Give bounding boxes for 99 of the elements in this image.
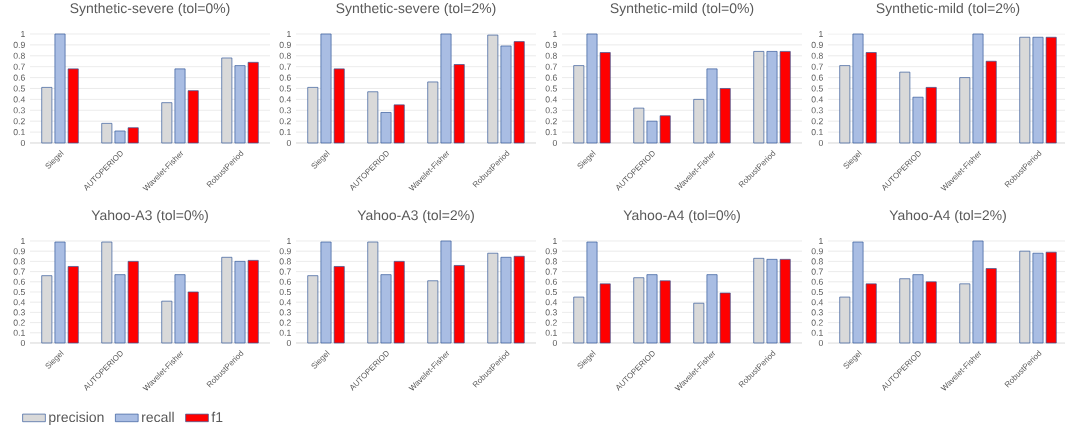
y-tick-label: 0.9 <box>279 41 291 48</box>
y-tick-label: 0.7 <box>811 268 823 275</box>
chart-title: Synthetic-mild (tol=2%) <box>876 2 1020 16</box>
y-tick-label: 0.7 <box>545 268 557 275</box>
y-tick-label: 0 <box>552 139 557 147</box>
chart-title: Yahoo-A4 (tol=0%) <box>623 209 740 223</box>
y-tick-label: 0.5 <box>811 288 823 296</box>
y-tick-label: 0.9 <box>811 41 823 48</box>
y-tick-label: 0 <box>20 139 25 147</box>
y-tick-label: 1 <box>553 31 557 37</box>
y-tick-label: 0.6 <box>811 74 823 81</box>
y-tick-label: 0.7 <box>279 268 291 275</box>
y-tick-label: 0.6 <box>279 74 291 81</box>
y-tick-label: 0.8 <box>279 258 291 265</box>
chart-title: Yahoo-A4 (tol=2%) <box>889 209 1006 223</box>
y-tick-label: 0.3 <box>811 107 823 114</box>
y-tick-label: 0.8 <box>545 258 557 265</box>
y-tick-label: 0 <box>286 339 291 347</box>
y-tick-label: 0.4 <box>811 299 824 306</box>
chart-title: Yahoo-A3 (tol=0%) <box>91 209 208 223</box>
y-tick-label: 0.8 <box>13 258 25 265</box>
y-tick-label: 0.4 <box>279 96 292 103</box>
y-tick-label: 1 <box>819 31 823 37</box>
y-tick-label: 0.2 <box>811 118 823 125</box>
y-tick-label: 0.5 <box>13 288 25 296</box>
y-tick-label: 0.6 <box>13 74 25 81</box>
y-tick-label: 0.2 <box>279 118 291 125</box>
y-tick-label: 0.3 <box>279 107 291 114</box>
y-tick-label: 0.1 <box>811 129 823 136</box>
y-tick-label: 0.5 <box>279 85 291 92</box>
y-tick-label: 0.7 <box>279 63 291 70</box>
y-tick-label: 0.3 <box>13 107 25 114</box>
y-tick-label: 0.7 <box>545 63 557 70</box>
y-tick-label: 0.7 <box>811 63 823 70</box>
y-tick-label: 0.5 <box>545 288 557 296</box>
y-tick-label: 0.4 <box>13 96 26 103</box>
y-tick-label: 0.9 <box>279 248 291 255</box>
y-tick-label: 0.2 <box>279 319 291 326</box>
y-tick-label: 0 <box>286 139 291 147</box>
y-tick-label: 0.8 <box>811 258 823 265</box>
y-tick-label: 0.1 <box>545 329 557 336</box>
y-tick-label: 0.2 <box>545 319 557 326</box>
y-tick-label: 0.3 <box>279 309 291 316</box>
chart-title: Synthetic-severe (tol=0%) <box>70 2 230 16</box>
y-tick-label: 0.1 <box>545 129 557 136</box>
y-tick-label: 0.9 <box>13 41 25 48</box>
y-tick-label: 0.9 <box>545 248 557 255</box>
y-tick-label: 0.8 <box>279 52 291 59</box>
y-tick-label: 0.3 <box>545 309 557 316</box>
y-tick-label: 0.6 <box>545 278 557 285</box>
y-tick-label: 0.5 <box>811 85 823 92</box>
y-tick-label: 0.6 <box>545 74 557 81</box>
y-tick-label: 0 <box>818 339 823 347</box>
y-tick-label: 0.1 <box>13 129 25 136</box>
y-tick-label: 0 <box>818 139 823 147</box>
y-tick-label: 1 <box>21 31 25 37</box>
y-tick-label: 0.2 <box>13 319 25 326</box>
chart-title: Synthetic-mild (tol=0%) <box>610 2 754 16</box>
y-tick-label: 0.7 <box>13 268 25 275</box>
y-tick-label: 1 <box>287 238 291 244</box>
y-tick-label: 0.1 <box>811 329 823 336</box>
y-tick-label: 0 <box>20 339 25 347</box>
legend-label: f1 <box>211 411 223 422</box>
y-tick-label: 1 <box>287 31 291 37</box>
y-tick-label: 0.5 <box>545 85 557 92</box>
y-tick-label: 0.9 <box>13 248 25 255</box>
y-tick-label: 0.4 <box>545 299 558 306</box>
y-tick-label: 0.1 <box>279 329 291 336</box>
y-tick-label: 0.9 <box>811 248 823 255</box>
y-tick-label: 0.2 <box>811 319 823 326</box>
legend-label: precision <box>49 411 104 425</box>
y-tick-label: 0.1 <box>13 329 25 336</box>
chart-title: Synthetic-severe (tol=2%) <box>336 2 496 16</box>
y-tick-label: 0.5 <box>13 85 25 92</box>
chart-title: Yahoo-A3 (tol=2%) <box>357 209 474 223</box>
y-tick-label: 0.4 <box>13 299 26 306</box>
y-tick-label: 0.3 <box>811 309 823 316</box>
y-tick-label: 0.4 <box>545 96 558 103</box>
y-tick-label: 0.1 <box>279 129 291 136</box>
y-tick-label: 0.3 <box>13 309 25 316</box>
y-tick-label: 0.5 <box>279 288 291 296</box>
y-tick-label: 0.6 <box>13 278 25 285</box>
y-tick-label: 0.2 <box>13 118 25 125</box>
y-tick-label: 0.8 <box>13 52 25 59</box>
y-tick-label: 0.8 <box>811 52 823 59</box>
y-tick-label: 1 <box>21 238 25 244</box>
y-tick-label: 1 <box>819 238 823 244</box>
y-tick-label: 0.8 <box>545 52 557 59</box>
legend-label: recall <box>142 411 174 423</box>
y-tick-label: 0.2 <box>545 118 557 125</box>
y-tick-label: 0.4 <box>279 299 292 306</box>
y-tick-label: 0.3 <box>545 107 557 114</box>
y-tick-label: 0.6 <box>279 278 291 285</box>
y-tick-label: 0.7 <box>13 63 25 70</box>
y-tick-label: 1 <box>553 238 557 244</box>
y-tick-label: 0.9 <box>545 41 557 48</box>
y-tick-label: 0 <box>552 339 557 347</box>
y-tick-label: 0.6 <box>811 278 823 285</box>
y-tick-label: 0.4 <box>811 96 824 103</box>
